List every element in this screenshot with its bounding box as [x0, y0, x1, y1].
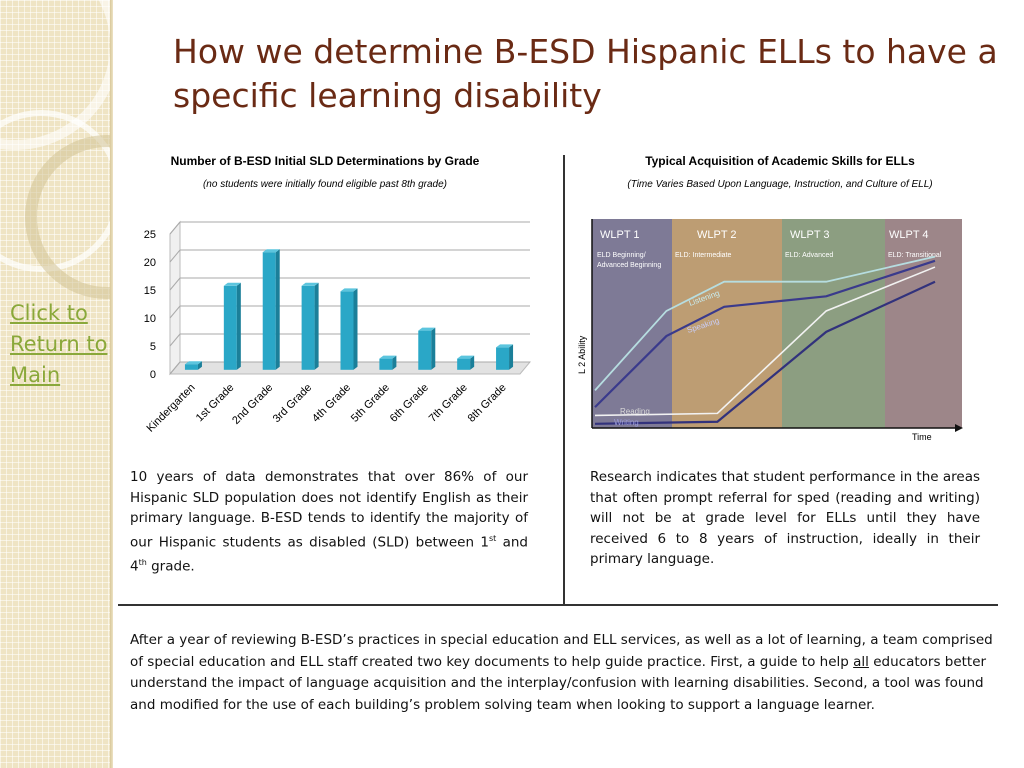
x-tick-label: 8th Grade [466, 382, 509, 425]
y-tick-label: 20 [144, 257, 156, 269]
acq-series: Reading [594, 266, 936, 417]
y-tick-label: 10 [144, 313, 156, 325]
decorative-sidebar [0, 0, 113, 768]
wlpt-band-stage: ELD Beginning/ [597, 252, 646, 259]
y-tick-label: 15 [144, 285, 156, 297]
wlpt-band-name: WLPT 1 [600, 229, 640, 241]
bar [262, 249, 280, 370]
y-tick-label: 25 [144, 229, 156, 241]
research-paragraph: Research indicates that student performa… [590, 469, 980, 567]
bar [418, 327, 436, 370]
wlpt-band-stage: ELD: Transitional [888, 252, 942, 259]
wlpt-band: WLPT 1 ELD Beginning/Advanced Beginning [592, 219, 672, 428]
bar [379, 355, 397, 370]
wlpt-band: WLPT 4 ELD: Transitional [885, 219, 962, 428]
bar [223, 282, 241, 370]
wlpt-band-stage: Advanced Beginning [597, 262, 661, 269]
emphasis-all: all [853, 653, 869, 670]
x-tick-label: 4th Grade [310, 382, 353, 425]
wlpt-band: WLPT 3 ELD: Advanced [782, 219, 885, 428]
x-tick-label: 6th Grade [388, 382, 431, 425]
sld-data-paragraph: 10 years of data demonstrates that over … [130, 469, 528, 574]
bar [496, 344, 514, 370]
wlpt-band-name: WLPT 2 [697, 229, 737, 241]
x-tick-label: 5th Grade [349, 382, 392, 425]
summary-paragraph: After a year of reviewing B-ESD’s practi… [130, 632, 993, 713]
x-tick-label: 2nd Grade [230, 382, 275, 427]
slide-title: How we determine B-ESD Hispanic ELLs to … [173, 32, 998, 115]
acq-ylabel: L 2 Ability [577, 335, 587, 374]
bar [457, 355, 475, 370]
vertical-divider [563, 155, 565, 605]
acq-series: Writing [594, 280, 936, 427]
acquisition-chart-title: Typical Acquisition of Academic Skills f… [645, 154, 915, 168]
bar [301, 282, 319, 370]
x-tick-label: 3rd Grade [271, 382, 315, 426]
wlpt-band-stage: ELD: Intermediate [675, 252, 732, 259]
x-tick-label: 7th Grade [427, 382, 470, 425]
y-tick-label: 5 [150, 341, 156, 353]
bar [184, 361, 202, 370]
wlpt-band-stage: ELD: Advanced [785, 252, 833, 259]
bar-chart-title: Number of B-ESD Initial SLD Determinatio… [170, 154, 480, 168]
chart-side-wall [169, 220, 181, 376]
series-label: Reading [620, 407, 650, 416]
series-label: Writing [614, 418, 639, 427]
x-tick-label: Kindergarten [145, 382, 198, 435]
wlpt-band-name: WLPT 3 [790, 229, 830, 241]
wlpt-band-name: WLPT 4 [889, 229, 929, 241]
back-to-main-link[interactable]: Click to Return to Main [10, 301, 108, 387]
wlpt-band: WLPT 2 ELD: Intermediate [672, 219, 782, 428]
bar [340, 288, 358, 370]
acquisition-chart-subtitle: (Time Varies Based Upon Language, Instru… [627, 179, 933, 190]
y-tick-label: 0 [150, 369, 156, 381]
bar-chart-subtitle: (no students were initially found eligib… [202, 179, 448, 190]
acq-xlabel: Time [912, 432, 932, 442]
horizontal-divider [118, 604, 998, 606]
